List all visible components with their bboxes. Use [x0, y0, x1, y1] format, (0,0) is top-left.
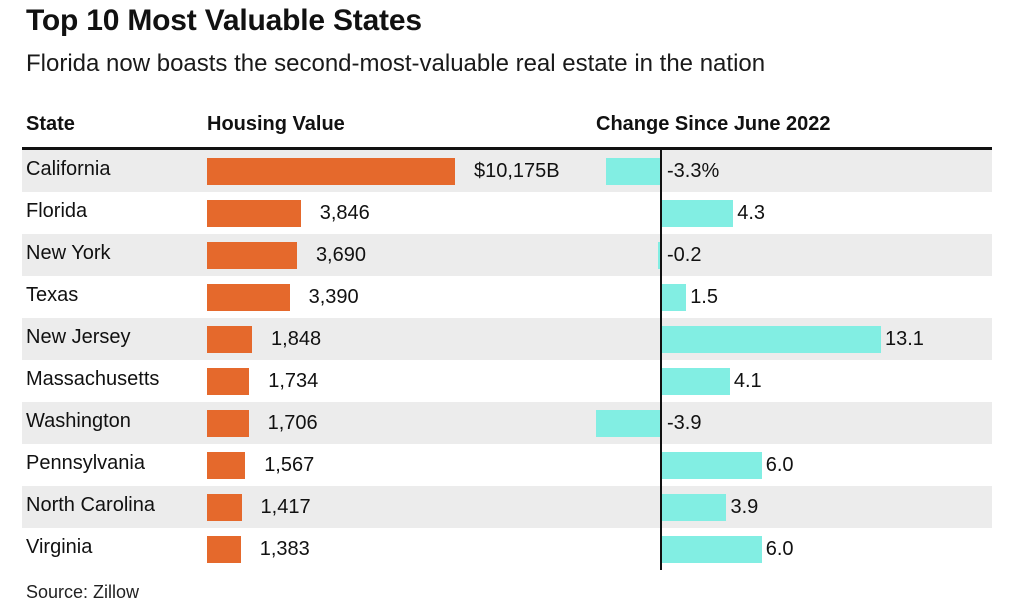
housing-value-bar — [207, 242, 297, 269]
housing-value-label: 1,734 — [268, 370, 319, 392]
change-bar — [605, 158, 661, 185]
change-bar — [661, 284, 687, 311]
state-label: North Carolina — [26, 494, 155, 516]
housing-value-bar — [207, 326, 253, 353]
change-label: 6.0 — [765, 538, 794, 560]
table-row: Massachusetts 1,734 4.1 — [22, 360, 992, 402]
housing-value-bar — [207, 158, 455, 185]
change-bar — [661, 326, 881, 353]
housing-value-label: $10,175B — [474, 160, 560, 182]
state-label: Pennsylvania — [26, 452, 145, 474]
state-label: Massachusetts — [26, 368, 160, 390]
housing-value-bar — [207, 200, 301, 227]
chart-subtitle: Florida now boasts the second-most-valua… — [26, 50, 766, 77]
column-header-change: Change Since June 2022 — [596, 113, 831, 135]
state-label: Washington — [26, 410, 131, 432]
table-row: Pennsylvania 1,567 6.0 — [22, 444, 992, 486]
change-bar — [657, 242, 661, 269]
source-note: Source: Zillow — [26, 582, 140, 602]
table-row: New York 3,690 -0.2 — [22, 234, 992, 276]
change-bar — [661, 494, 727, 521]
change-bar — [661, 368, 730, 395]
housing-value-label: 1,706 — [267, 412, 318, 434]
state-label: New Jersey — [26, 326, 131, 348]
header-rule — [22, 147, 992, 150]
change-label: 4.3 — [737, 202, 766, 224]
change-zero-axis — [660, 150, 662, 570]
housing-value-label: 3,390 — [308, 286, 359, 308]
state-label: California — [26, 158, 111, 180]
change-bar — [661, 452, 762, 479]
state-label: New York — [26, 242, 111, 264]
state-label: Florida — [26, 200, 88, 222]
housing-value-label: 1,848 — [271, 328, 322, 350]
change-label: 13.1 — [885, 328, 924, 350]
table-row: Virginia 1,383 6.0 — [22, 528, 992, 570]
table-row: California $10,175B -3.3% — [22, 150, 992, 192]
column-header-state: State — [26, 113, 75, 135]
state-label: Virginia — [26, 536, 93, 558]
housing-value-bar — [207, 536, 241, 563]
housing-value-label: 1,417 — [260, 496, 311, 518]
change-label: 1.5 — [690, 286, 718, 308]
chart-title: Top 10 Most Valuable States — [26, 4, 422, 37]
change-label: 3.9 — [730, 496, 759, 518]
housing-value-label: 1,383 — [259, 538, 310, 560]
change-bar — [661, 536, 762, 563]
change-bar — [595, 410, 661, 437]
housing-value-label: 3,690 — [315, 244, 366, 266]
change-label: 4.1 — [733, 370, 762, 392]
chart-table: California $10,175B -3.3% Florida 3,846 4.3 Ne… — [22, 150, 992, 570]
housing-value-bar — [207, 410, 249, 437]
change-label: 6.0 — [765, 454, 794, 476]
housing-value-bar — [207, 452, 246, 479]
change-bar — [661, 200, 734, 227]
change-label: -3.9 — [667, 412, 702, 434]
housing-value-bar — [207, 368, 250, 395]
column-header-housing-value: Housing Value — [207, 113, 345, 135]
housing-value-bar — [207, 494, 242, 521]
table-row: New Jersey 1,848 13.1 — [22, 318, 992, 360]
table-row: Washington 1,706 -3.9 — [22, 402, 992, 444]
state-label: Texas — [26, 284, 79, 306]
change-label: -0.2 — [667, 244, 702, 266]
table-row: North Carolina 1,417 3.9 — [22, 486, 992, 528]
housing-value-label: 3,846 — [319, 202, 370, 224]
housing-value-label: 1,567 — [264, 454, 315, 476]
table-row: Florida 3,846 4.3 — [22, 192, 992, 234]
table-row: Texas 3,390 1.5 — [22, 276, 992, 318]
change-label: -3.3% — [667, 160, 720, 182]
housing-value-bar — [207, 284, 290, 311]
